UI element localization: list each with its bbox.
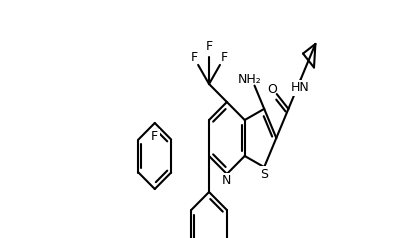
Text: N: N — [222, 174, 232, 188]
Text: F: F — [206, 40, 213, 54]
Text: F: F — [220, 51, 228, 64]
Text: F: F — [191, 51, 198, 64]
Text: NH₂: NH₂ — [238, 73, 262, 86]
Text: O: O — [267, 83, 277, 96]
Text: HN: HN — [291, 81, 310, 94]
Text: F: F — [151, 130, 158, 144]
Text: S: S — [260, 168, 268, 181]
